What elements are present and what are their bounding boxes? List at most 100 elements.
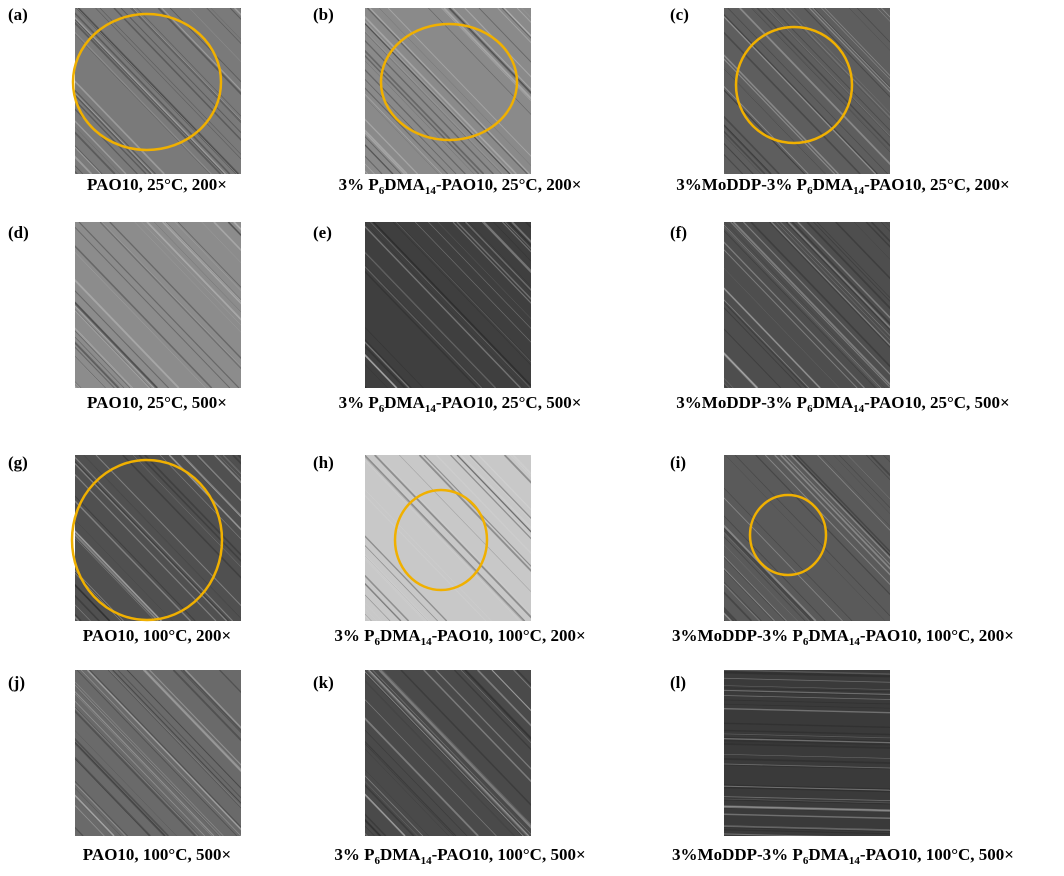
- scratch: [0, 8, 83, 174]
- scratch: [228, 222, 388, 388]
- scratch: [576, 455, 736, 621]
- panel: (i)3%MoDDP-3% P6DMA14-PAO10, 100°C, 200×: [565, 453, 1050, 648]
- caption-text: -PAO10, 25°C, 200×: [436, 175, 582, 194]
- caption: 3% P6DMA14-PAO10, 25°C, 500×: [339, 393, 582, 415]
- caption-text: DMA: [384, 175, 425, 194]
- scratch: [0, 222, 76, 388]
- panel-label: (j): [8, 673, 25, 692]
- scratch: [571, 455, 731, 621]
- scratch: [222, 455, 382, 621]
- scratch: [0, 455, 79, 621]
- scratch: [228, 222, 388, 388]
- scratch: [871, 222, 1031, 388]
- scratch: [532, 8, 692, 174]
- panel-label: (d): [8, 223, 29, 242]
- caption: PAO10, 100°C, 200×: [83, 626, 231, 645]
- scratch: [573, 222, 733, 388]
- panel: (f) 3%MoDDP-3% P6DMA14-PAO10, 25°C, 500×: [567, 222, 1051, 415]
- caption-text: PAO10, 25°C, 200×: [87, 175, 227, 194]
- scratch: [565, 8, 725, 174]
- scratch: [0, 222, 81, 388]
- caption-text: 3%MoDDP-3% P: [676, 175, 807, 194]
- scratch: [532, 8, 692, 174]
- caption-text: DMA: [808, 845, 849, 864]
- scratch: [877, 8, 1037, 174]
- scratch: [881, 222, 1041, 388]
- caption-text: -PAO10, 100°C, 200×: [860, 626, 1014, 645]
- scratch: [886, 222, 1046, 388]
- panel-label: (b): [313, 5, 334, 24]
- caption-text: 3% P: [334, 626, 374, 645]
- scratch: [574, 455, 734, 621]
- caption-text: -PAO10, 25°C, 500×: [436, 393, 582, 412]
- scratch: [583, 8, 743, 174]
- caption-subscript: 14: [849, 636, 861, 648]
- scratch: [218, 455, 378, 621]
- caption-text: PAO10, 100°C, 200×: [83, 626, 231, 645]
- caption: 3%MoDDP-3% P6DMA14-PAO10, 100°C, 200×: [672, 626, 1014, 648]
- caption: 3%MoDDP-3% P6DMA14-PAO10, 25°C, 500×: [676, 393, 1009, 415]
- figure: (a)PAO10, 25°C, 200×(b)3% P6DMA14-PAO10,…: [0, 0, 1064, 876]
- caption-text: -PAO10, 100°C, 500×: [860, 845, 1014, 864]
- caption-text: DMA: [380, 626, 421, 645]
- scratch: [222, 8, 382, 174]
- panel: (e)3% P6DMA14-PAO10, 25°C, 500×: [206, 222, 690, 415]
- scratch: [228, 222, 388, 388]
- caption-subscript: 14: [849, 855, 861, 867]
- scratch: [569, 222, 729, 388]
- scratch: [512, 222, 672, 388]
- scratch: [526, 222, 686, 388]
- scratch: [224, 455, 384, 621]
- caption-text: 3%MoDDP-3% P: [672, 845, 803, 864]
- caption-text: DMA: [808, 626, 849, 645]
- scratch: [509, 222, 669, 388]
- scratch: [567, 222, 727, 388]
- scratch: [530, 222, 690, 388]
- scratch: [890, 455, 1050, 621]
- scratch: [881, 8, 1041, 174]
- scratch: [884, 455, 1044, 621]
- panel: (b) 3% P6DMA14-PAO10, 25°C, 200×: [208, 5, 692, 197]
- scratch: [530, 455, 690, 621]
- scratch: [533, 670, 693, 836]
- caption-text: 3% P: [339, 175, 379, 194]
- caption-text: -PAO10, 100°C, 500×: [432, 845, 586, 864]
- scratch: [220, 670, 380, 836]
- caption-subscript: 14: [425, 185, 437, 197]
- scratch: [513, 455, 673, 621]
- scratch: [226, 670, 386, 836]
- caption: PAO10, 25°C, 200×: [87, 175, 227, 194]
- scratch: [866, 455, 1026, 621]
- panel: (c)3%MoDDP-3% P6DMA14-PAO10, 25°C, 200×: [564, 5, 1052, 197]
- caption-text: -PAO10, 100°C, 200×: [432, 626, 586, 645]
- sem-image: [75, 670, 241, 836]
- scratch: [0, 222, 81, 388]
- scratch: [522, 8, 682, 174]
- caption: 3% P6DMA14-PAO10, 100°C, 200×: [334, 626, 585, 648]
- panel-label: (f): [670, 223, 687, 242]
- caption: PAO10, 25°C, 500×: [87, 393, 227, 412]
- panel: (h)3% P6DMA14-PAO10, 100°C, 200×: [210, 453, 690, 648]
- caption-subscript: 14: [853, 185, 865, 197]
- caption: 3% P6DMA14-PAO10, 25°C, 200×: [339, 175, 582, 197]
- scratch: [884, 455, 1044, 621]
- caption-text: 3%MoDDP-3% P: [676, 393, 807, 412]
- caption: 3%MoDDP-3% P6DMA14-PAO10, 100°C, 500×: [672, 845, 1014, 867]
- caption: 3% P6DMA14-PAO10, 100°C, 500×: [334, 845, 585, 867]
- caption-subscript: 14: [421, 855, 433, 867]
- caption-text: PAO10, 100°C, 500×: [83, 845, 231, 864]
- caption-text: 3%MoDDP-3% P: [672, 626, 803, 645]
- panel: (j) PAO10, 100°C, 500×: [0, 670, 402, 864]
- panel-label: (l): [670, 673, 686, 692]
- caption-text: -PAO10, 25°C, 200×: [864, 175, 1010, 194]
- scratch: [517, 8, 677, 174]
- caption-text: 3% P: [339, 393, 379, 412]
- caption-text: DMA: [384, 393, 425, 412]
- scratch: [514, 670, 674, 836]
- panel-label: (g): [8, 453, 28, 472]
- scratch: [513, 455, 673, 621]
- panel-label: (k): [313, 673, 334, 692]
- caption-text: PAO10, 25°C, 500×: [87, 393, 227, 412]
- caption-text: 3% P: [334, 845, 374, 864]
- panel: (k) 3% P6DMA14-PAO10, 100°C, 500×: [207, 670, 693, 867]
